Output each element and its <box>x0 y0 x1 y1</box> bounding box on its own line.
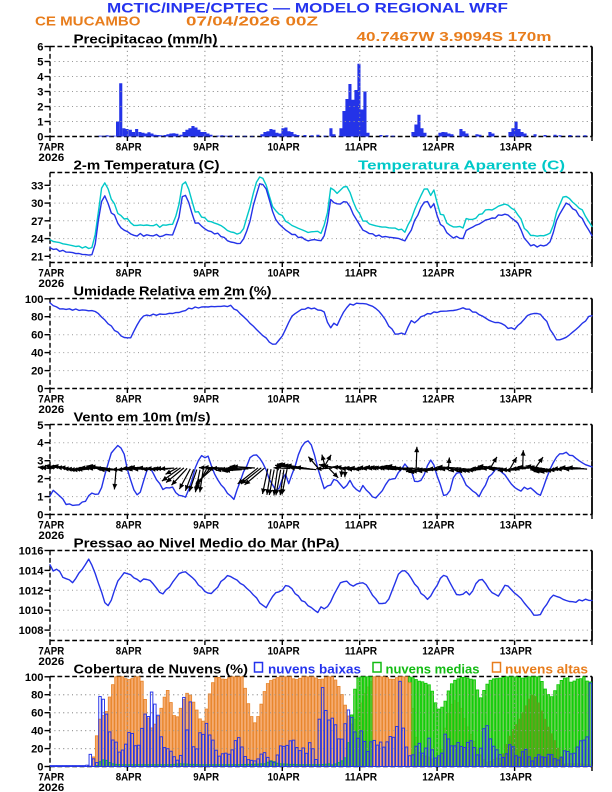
svg-text:7APR: 7APR <box>38 268 64 280</box>
svg-text:40: 40 <box>31 726 43 738</box>
svg-text:30: 30 <box>31 198 43 210</box>
svg-text:9APR: 9APR <box>193 520 219 532</box>
svg-text:1016: 1016 <box>19 546 44 558</box>
svg-text:12APR: 12APR <box>422 394 454 406</box>
svg-text:13APR: 13APR <box>500 772 532 784</box>
svg-text:100: 100 <box>25 294 44 306</box>
svg-text:8APR: 8APR <box>116 646 142 658</box>
svg-text:10APR: 10APR <box>268 646 300 658</box>
svg-text:12APR: 12APR <box>422 520 454 532</box>
svg-text:0: 0 <box>37 510 43 522</box>
svg-text:13APR: 13APR <box>500 142 532 154</box>
svg-text:nuvens baixas: nuvens baixas <box>268 662 361 677</box>
svg-text:Precipitacao (mm/h): Precipitacao (mm/h) <box>74 32 218 47</box>
svg-text:60: 60 <box>31 330 43 342</box>
svg-text:12APR: 12APR <box>422 646 454 658</box>
svg-text:13APR: 13APR <box>500 394 532 406</box>
svg-text:7APR: 7APR <box>38 646 64 658</box>
svg-text:2026: 2026 <box>38 656 64 668</box>
svg-text:5: 5 <box>37 420 43 432</box>
svg-text:27: 27 <box>31 216 43 228</box>
svg-text:12APR: 12APR <box>422 142 454 154</box>
svg-text:3: 3 <box>37 456 43 468</box>
svg-text:Vento em 10m (m/s): Vento em 10m (m/s) <box>74 410 211 425</box>
svg-text:8APR: 8APR <box>116 772 142 784</box>
svg-text:7APR: 7APR <box>38 520 64 532</box>
svg-text:24: 24 <box>31 234 44 246</box>
svg-text:8APR: 8APR <box>116 394 142 406</box>
svg-text:10APR: 10APR <box>268 772 300 784</box>
svg-text:11APR: 11APR <box>345 772 377 784</box>
svg-text:2026: 2026 <box>38 530 64 542</box>
svg-text:0: 0 <box>37 762 43 774</box>
svg-text:2-m Temperatura (C): 2-m Temperatura (C) <box>74 158 220 173</box>
svg-text:4: 4 <box>37 438 44 450</box>
svg-text:40.7467W 3.9094S 170m: 40.7467W 3.9094S 170m <box>357 29 552 44</box>
svg-text:CE MUCAMBO: CE MUCAMBO <box>35 13 141 28</box>
svg-text:8APR: 8APR <box>116 268 142 280</box>
svg-text:2026: 2026 <box>38 782 64 792</box>
svg-text:2: 2 <box>37 474 43 486</box>
svg-text:2: 2 <box>37 102 43 114</box>
svg-text:11APR: 11APR <box>345 520 377 532</box>
svg-text:8APR: 8APR <box>116 142 142 154</box>
svg-text:11APR: 11APR <box>345 394 377 406</box>
svg-text:21: 21 <box>31 251 43 263</box>
svg-text:8APR: 8APR <box>116 520 142 532</box>
svg-text:80: 80 <box>31 312 43 324</box>
svg-text:7APR: 7APR <box>38 394 64 406</box>
svg-text:12APR: 12APR <box>422 268 454 280</box>
svg-text:MCTIC/INPE/CPTEC — MODELO REGI: MCTIC/INPE/CPTEC — MODELO REGIONAL WRF <box>107 0 509 15</box>
svg-text:13APR: 13APR <box>500 646 532 658</box>
svg-text:20: 20 <box>31 744 43 756</box>
svg-text:0: 0 <box>37 132 43 144</box>
svg-text:13APR: 13APR <box>500 268 532 280</box>
svg-text:9APR: 9APR <box>193 646 219 658</box>
svg-text:33: 33 <box>31 180 43 192</box>
svg-text:20: 20 <box>31 366 43 378</box>
svg-text:3: 3 <box>37 87 43 99</box>
svg-text:11APR: 11APR <box>345 646 377 658</box>
svg-text:1010: 1010 <box>19 605 44 617</box>
svg-text:11APR: 11APR <box>345 142 377 154</box>
svg-text:13APR: 13APR <box>500 520 532 532</box>
svg-text:10APR: 10APR <box>268 394 300 406</box>
svg-text:Temperatura Aparente (C): Temperatura Aparente (C) <box>358 158 565 173</box>
svg-text:1014: 1014 <box>19 565 45 577</box>
svg-text:9APR: 9APR <box>193 142 219 154</box>
svg-text:11APR: 11APR <box>345 268 377 280</box>
svg-text:100: 100 <box>25 672 44 684</box>
svg-text:Cobertura de Nuvens (%): Cobertura de Nuvens (%) <box>74 662 249 677</box>
svg-text:10APR: 10APR <box>268 268 300 280</box>
svg-text:Pressao ao Nivel Medio do Mar: Pressao ao Nivel Medio do Mar (hPa) <box>74 536 340 551</box>
svg-text:10APR: 10APR <box>268 520 300 532</box>
svg-text:80: 80 <box>31 690 43 702</box>
svg-text:10APR: 10APR <box>268 142 300 154</box>
svg-text:0: 0 <box>37 384 43 396</box>
svg-text:2026: 2026 <box>38 404 64 416</box>
svg-text:60: 60 <box>31 708 43 720</box>
svg-text:nuvens altas: nuvens altas <box>505 662 588 677</box>
svg-text:12APR: 12APR <box>422 772 454 784</box>
svg-text:2026: 2026 <box>38 152 64 164</box>
svg-text:9APR: 9APR <box>193 268 219 280</box>
svg-text:1: 1 <box>37 117 43 129</box>
svg-text:6: 6 <box>37 42 43 54</box>
svg-text:2026: 2026 <box>38 278 64 290</box>
svg-text:07/04/2026 00Z: 07/04/2026 00Z <box>186 13 318 28</box>
svg-text:Umidade Relativa em 2m (%): Umidade Relativa em 2m (%) <box>74 284 272 299</box>
svg-text:9APR: 9APR <box>193 394 219 406</box>
svg-text:7APR: 7APR <box>38 142 64 154</box>
svg-text:1012: 1012 <box>19 585 44 597</box>
svg-text:7APR: 7APR <box>38 772 64 784</box>
svg-text:1008: 1008 <box>19 625 44 637</box>
svg-text:1: 1 <box>37 492 43 504</box>
svg-text:nuvens medias: nuvens medias <box>386 662 480 677</box>
svg-text:4: 4 <box>37 72 44 84</box>
svg-text:5: 5 <box>37 57 43 69</box>
svg-text:40: 40 <box>31 348 43 360</box>
svg-text:9APR: 9APR <box>193 772 219 784</box>
